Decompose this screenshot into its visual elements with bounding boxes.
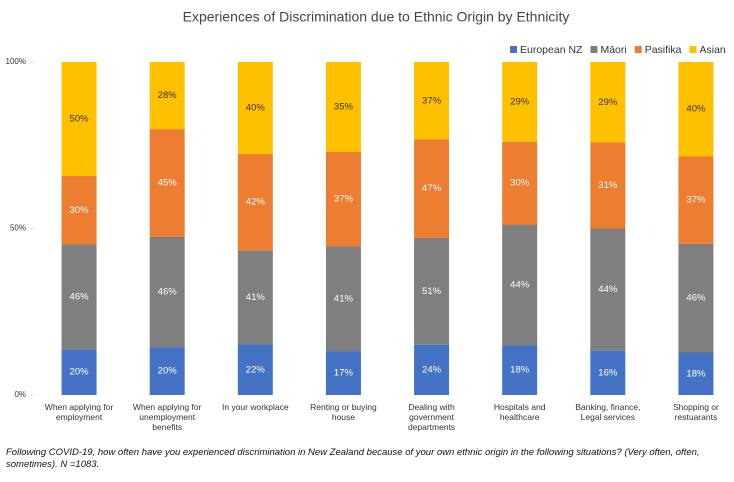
value-label: 30% xyxy=(70,205,90,216)
value-label: 35% xyxy=(334,101,354,112)
value-label: 17% xyxy=(334,368,354,379)
value-label: 31% xyxy=(598,180,618,191)
value-label: 46% xyxy=(158,287,178,298)
bar-segment xyxy=(590,142,626,229)
x-tick-label: Renting or buying house xyxy=(310,402,377,422)
value-label: 24% xyxy=(422,364,442,375)
bar-segment xyxy=(61,62,97,177)
legend-label: Māori xyxy=(600,44,626,56)
value-label: 44% xyxy=(510,279,530,290)
legend-label: European NZ xyxy=(520,44,583,56)
y-tick-label: 0% xyxy=(14,390,26,399)
value-label: 29% xyxy=(598,97,618,108)
bar-segment xyxy=(414,237,450,345)
bar-segment xyxy=(678,62,714,157)
y-tick-label: 50% xyxy=(10,224,26,233)
legend-swatch xyxy=(590,46,598,53)
legend-label: Asian xyxy=(699,44,725,56)
bar-segment xyxy=(678,156,714,244)
legend-label: Pasifika xyxy=(645,44,682,56)
bar-segment xyxy=(61,349,97,395)
bar-segment xyxy=(414,344,450,395)
legend-swatch xyxy=(634,46,642,53)
bar-segment xyxy=(237,62,273,154)
bar-segment xyxy=(149,62,185,130)
bar-segment xyxy=(325,62,361,152)
value-label: 28% xyxy=(158,90,178,101)
x-tick-label: Banking, finance, Legal services xyxy=(575,402,641,422)
bar-segment xyxy=(149,236,185,348)
value-label: 37% xyxy=(334,194,354,205)
value-label: 20% xyxy=(70,367,90,378)
legend-swatch xyxy=(510,46,517,53)
bar-segment xyxy=(502,345,538,395)
value-label: 20% xyxy=(158,366,178,377)
value-label: 45% xyxy=(158,177,178,188)
x-tick-label: In your workplace xyxy=(222,402,289,412)
value-label: 29% xyxy=(510,96,530,107)
bar-segment xyxy=(502,224,538,346)
bar-segment xyxy=(61,176,97,245)
bar-segment xyxy=(149,347,185,395)
x-tick-label: Shopping or restuarants xyxy=(673,402,719,422)
value-label: 37% xyxy=(422,95,442,106)
value-label: 37% xyxy=(686,195,706,206)
bar-segment xyxy=(237,153,273,251)
bar-segment xyxy=(237,344,273,395)
bar-segment xyxy=(149,129,185,237)
value-label: 44% xyxy=(598,284,618,295)
value-label: 41% xyxy=(334,293,354,304)
x-tick-label: When applying for employment xyxy=(44,402,114,422)
bar-segment xyxy=(590,62,626,143)
value-label: 51% xyxy=(422,286,442,297)
note: Following COVID-19, how often have you e… xyxy=(6,447,700,470)
value-label: 40% xyxy=(246,102,266,113)
bar-segment xyxy=(61,244,97,350)
bar-segment xyxy=(325,151,361,247)
bar-segment xyxy=(414,139,450,238)
bar-segment xyxy=(590,350,626,395)
x-tick-label: Dealing with government departments xyxy=(407,402,456,432)
bar-segment xyxy=(237,250,273,345)
x-tick-label: Hospitals and healthcare xyxy=(493,402,546,422)
value-label: 18% xyxy=(510,365,530,376)
value-label: 40% xyxy=(686,104,706,115)
bar-segment xyxy=(590,228,626,351)
legend-swatch xyxy=(689,46,697,53)
value-label: 46% xyxy=(686,293,706,304)
bar-segment xyxy=(678,243,714,353)
bar-segment xyxy=(502,62,538,142)
value-label: 46% xyxy=(70,291,90,302)
value-label: 50% xyxy=(70,114,90,125)
value-label: 42% xyxy=(246,197,266,208)
bar-segment xyxy=(502,141,538,225)
bar-segment xyxy=(325,246,361,352)
bar-segment xyxy=(325,351,361,395)
bar-segment xyxy=(678,352,714,395)
chart-title: Experiences of Discrimination due to Eth… xyxy=(183,9,570,25)
value-label: 16% xyxy=(598,367,618,378)
value-label: 41% xyxy=(246,292,266,303)
value-label: 47% xyxy=(422,183,442,194)
bar-segment xyxy=(414,62,450,140)
x-tick-label: When applying for unemployment benefits xyxy=(132,402,202,432)
chart: Experiences of Discrimination due to Eth… xyxy=(6,9,726,399)
value-label: 30% xyxy=(510,178,530,189)
y-tick-label: 100% xyxy=(6,57,26,66)
value-label: 18% xyxy=(686,368,706,379)
value-label: 22% xyxy=(246,364,266,375)
